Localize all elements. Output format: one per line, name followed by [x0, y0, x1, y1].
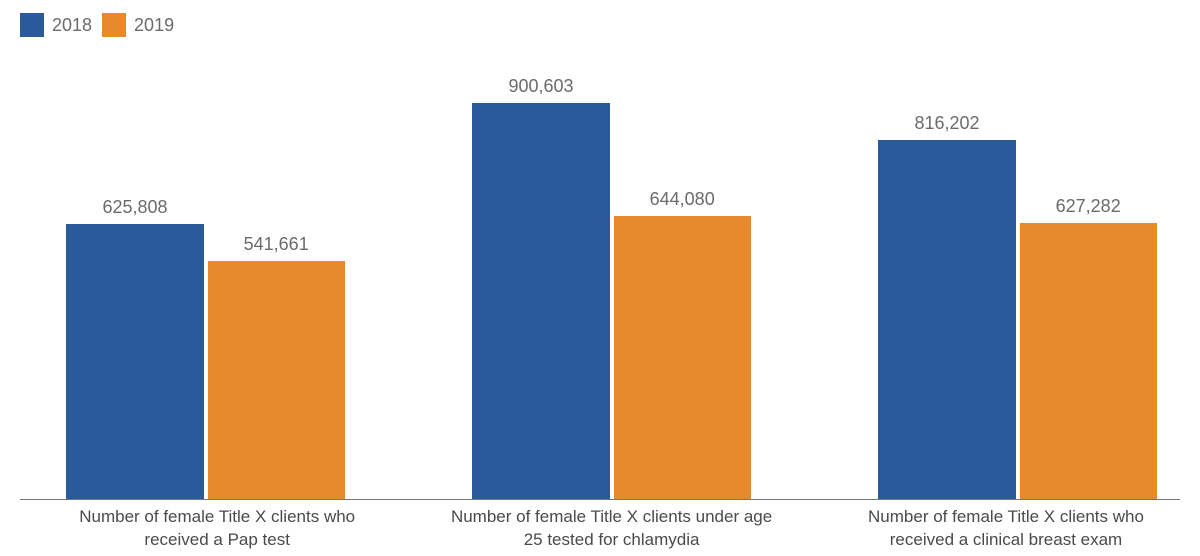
bar-value-label: 625,808	[102, 197, 167, 218]
x-axis-category-label: Number of female Title X clients under a…	[449, 506, 774, 552]
legend-item-2019: 2019	[102, 13, 174, 37]
bar-2018: 816,202	[878, 140, 1015, 499]
x-axis-category-label: Number of female Title X clients who rec…	[55, 506, 380, 552]
grouped-bar-chart: 2018 2019 625,808 541,661 900,603 644,08…	[0, 0, 1200, 556]
bar-value-label: 644,080	[650, 189, 715, 210]
bar-value-label: 900,603	[508, 76, 573, 97]
x-axis-labels: Number of female Title X clients who rec…	[20, 500, 1180, 556]
plot-area: 625,808 541,661 900,603 644,080 816,202 …	[20, 60, 1180, 500]
bar-2019: 644,080	[614, 216, 751, 499]
legend-label: 2018	[52, 15, 92, 36]
bar-group-2: 816,202 627,282	[878, 140, 1156, 499]
legend-swatch	[20, 13, 44, 37]
legend-swatch	[102, 13, 126, 37]
legend: 2018 2019	[20, 10, 1180, 40]
legend-label: 2019	[134, 15, 174, 36]
bar-2018: 625,808	[66, 224, 203, 499]
bar-group-0: 625,808 541,661	[66, 224, 344, 499]
bar-2018: 900,603	[472, 103, 609, 499]
bar-2019: 627,282	[1020, 223, 1157, 499]
bar-group-1: 900,603 644,080	[472, 103, 750, 499]
bar-value-label: 627,282	[1056, 196, 1121, 217]
x-axis-category-label: Number of female Title X clients who rec…	[844, 506, 1169, 552]
bar-value-label: 816,202	[914, 113, 979, 134]
bar-2019: 541,661	[208, 261, 345, 499]
bar-value-label: 541,661	[244, 234, 309, 255]
legend-item-2018: 2018	[20, 13, 92, 37]
